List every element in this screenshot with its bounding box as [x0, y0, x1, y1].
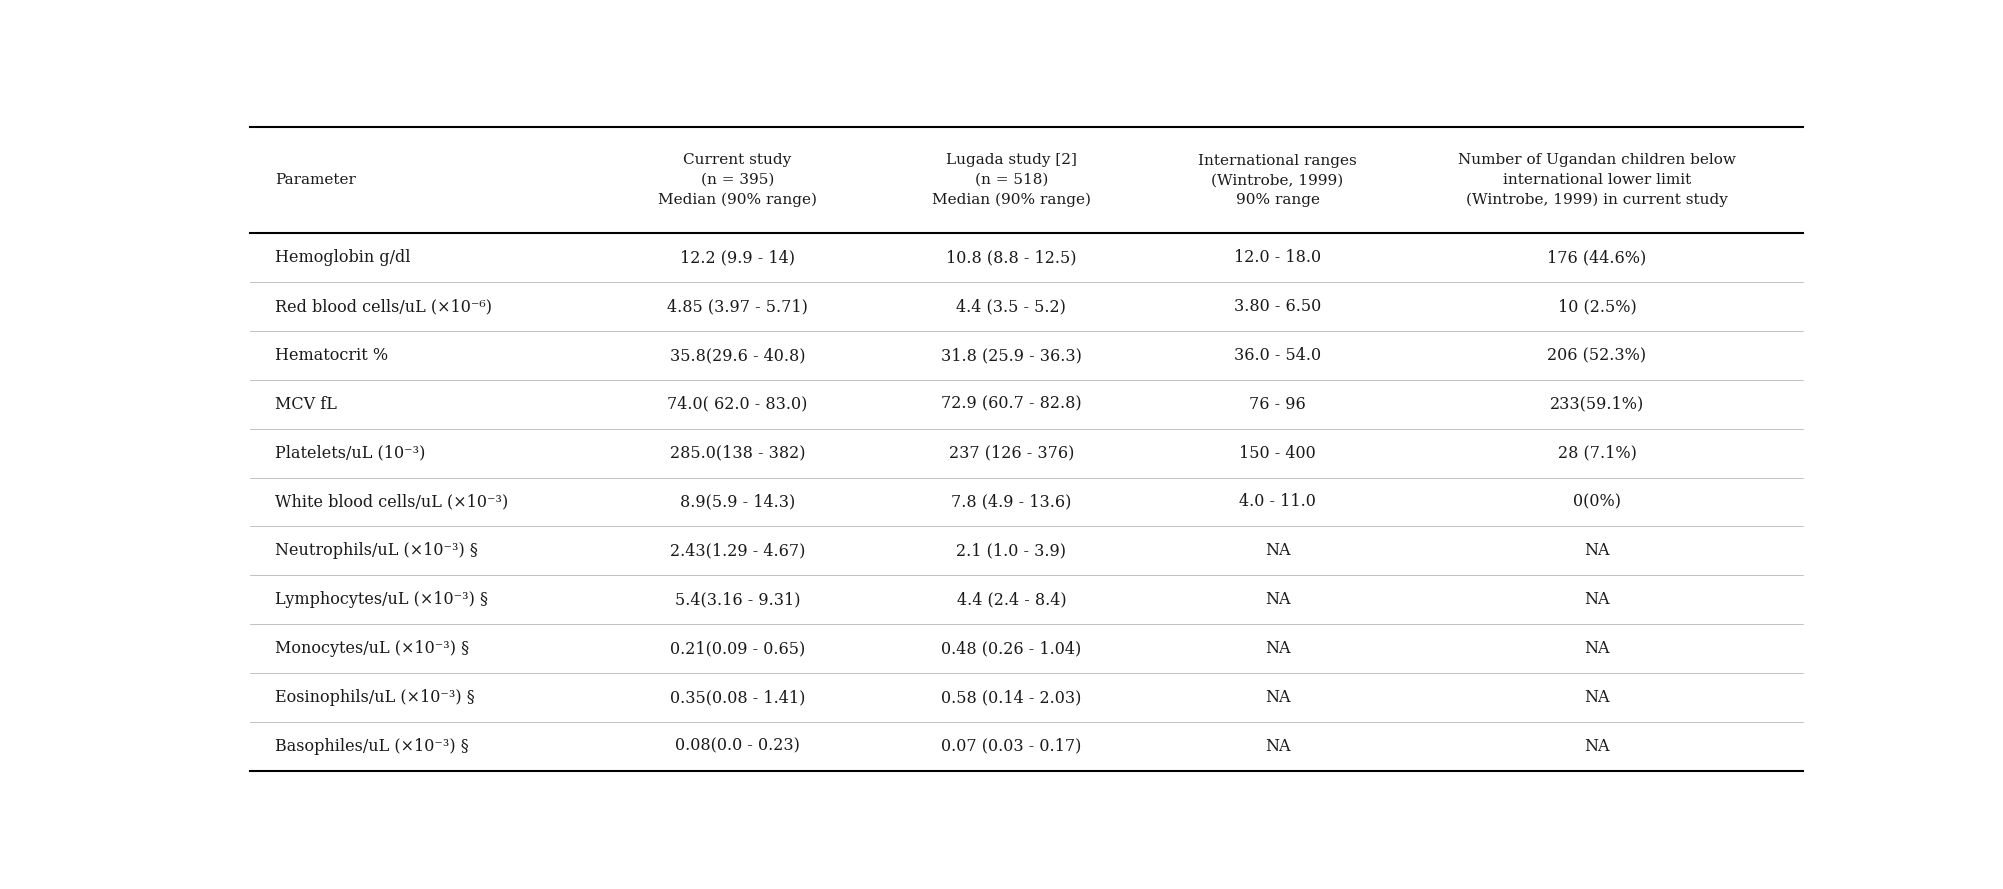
Text: 28 (7.1%): 28 (7.1%): [1558, 444, 1636, 461]
Text: 176 (44.6%): 176 (44.6%): [1548, 249, 1646, 266]
Text: 7.8 (4.9 - 13.6): 7.8 (4.9 - 13.6): [951, 493, 1072, 510]
Text: NA: NA: [1584, 640, 1610, 657]
Text: 0.35(0.08 - 1.41): 0.35(0.08 - 1.41): [669, 689, 805, 706]
Text: 10.8 (8.8 - 12.5): 10.8 (8.8 - 12.5): [945, 249, 1076, 266]
Text: NA: NA: [1264, 640, 1290, 657]
Text: Platelets/uL (10⁻³): Platelets/uL (10⁻³): [274, 444, 425, 461]
Text: MCV fL: MCV fL: [274, 396, 337, 412]
Text: Monocytes/uL (×10⁻³) §: Monocytes/uL (×10⁻³) §: [274, 640, 469, 657]
Text: 0.07 (0.03 - 0.17): 0.07 (0.03 - 0.17): [941, 738, 1082, 755]
Text: Current study
(n = 395)
Median (90% range): Current study (n = 395) Median (90% rang…: [659, 154, 817, 207]
Text: 36.0 - 54.0: 36.0 - 54.0: [1234, 347, 1322, 364]
Text: 10 (2.5%): 10 (2.5%): [1558, 298, 1636, 315]
Text: NA: NA: [1264, 738, 1290, 755]
Text: 233(59.1%): 233(59.1%): [1550, 396, 1644, 412]
Text: 4.4 (3.5 - 5.2): 4.4 (3.5 - 5.2): [955, 298, 1066, 315]
Text: 0.58 (0.14 - 2.03): 0.58 (0.14 - 2.03): [941, 689, 1082, 706]
Text: 0.08(0.0 - 0.23): 0.08(0.0 - 0.23): [675, 738, 799, 755]
Text: 5.4(3.16 - 9.31): 5.4(3.16 - 9.31): [675, 591, 801, 608]
Text: 12.2 (9.9 - 14): 12.2 (9.9 - 14): [679, 249, 795, 266]
Text: 2.1 (1.0 - 3.9): 2.1 (1.0 - 3.9): [955, 542, 1066, 559]
Text: 0.48 (0.26 - 1.04): 0.48 (0.26 - 1.04): [941, 640, 1082, 657]
Text: NA: NA: [1584, 591, 1610, 608]
Text: White blood cells/uL (×10⁻³): White blood cells/uL (×10⁻³): [274, 493, 509, 510]
Text: 31.8 (25.9 - 36.3): 31.8 (25.9 - 36.3): [941, 347, 1082, 364]
Text: Neutrophils/uL (×10⁻³) §: Neutrophils/uL (×10⁻³) §: [274, 542, 479, 559]
Text: 2.43(1.29 - 4.67): 2.43(1.29 - 4.67): [669, 542, 805, 559]
Text: Hemoglobin g/dl: Hemoglobin g/dl: [274, 249, 411, 266]
Text: NA: NA: [1264, 591, 1290, 608]
Text: 206 (52.3%): 206 (52.3%): [1548, 347, 1646, 364]
Text: NA: NA: [1584, 689, 1610, 706]
Text: 35.8(29.6 - 40.8): 35.8(29.6 - 40.8): [669, 347, 805, 364]
Text: 4.85 (3.97 - 5.71): 4.85 (3.97 - 5.71): [667, 298, 807, 315]
Text: Red blood cells/uL (×10⁻⁶): Red blood cells/uL (×10⁻⁶): [274, 298, 493, 315]
Text: 4.0 - 11.0: 4.0 - 11.0: [1240, 493, 1316, 510]
Text: 3.80 - 6.50: 3.80 - 6.50: [1234, 298, 1322, 315]
Text: 4.4 (2.4 - 8.4): 4.4 (2.4 - 8.4): [957, 591, 1066, 608]
Text: 12.0 - 18.0: 12.0 - 18.0: [1234, 249, 1322, 266]
Text: Parameter: Parameter: [274, 173, 357, 188]
Text: Lymphocytes/uL (×10⁻³) §: Lymphocytes/uL (×10⁻³) §: [274, 591, 489, 608]
Text: Eosinophils/uL (×10⁻³) §: Eosinophils/uL (×10⁻³) §: [274, 689, 475, 706]
Text: NA: NA: [1584, 738, 1610, 755]
Text: NA: NA: [1584, 542, 1610, 559]
Text: 8.9(5.9 - 14.3): 8.9(5.9 - 14.3): [679, 493, 795, 510]
Text: 74.0( 62.0 - 83.0): 74.0( 62.0 - 83.0): [667, 396, 807, 412]
Text: 76 - 96: 76 - 96: [1250, 396, 1306, 412]
Text: Lugada study [2]
(n = 518)
Median (90% range): Lugada study [2] (n = 518) Median (90% r…: [931, 154, 1092, 207]
Text: Hematocrit %: Hematocrit %: [274, 347, 389, 364]
Text: International ranges
(Wintrobe, 1999)
90% range: International ranges (Wintrobe, 1999) 90…: [1198, 154, 1356, 207]
Text: 237 (126 - 376): 237 (126 - 376): [949, 444, 1074, 461]
Text: 72.9 (60.7 - 82.8): 72.9 (60.7 - 82.8): [941, 396, 1082, 412]
Text: Basophiles/uL (×10⁻³) §: Basophiles/uL (×10⁻³) §: [274, 738, 469, 755]
Text: 150 - 400: 150 - 400: [1240, 444, 1316, 461]
Text: NA: NA: [1264, 542, 1290, 559]
Text: 0.21(0.09 - 0.65): 0.21(0.09 - 0.65): [669, 640, 805, 657]
Text: NA: NA: [1264, 689, 1290, 706]
Text: 285.0(138 - 382): 285.0(138 - 382): [669, 444, 805, 461]
Text: Number of Ugandan children below
international lower limit
(Wintrobe, 1999) in c: Number of Ugandan children below interna…: [1458, 154, 1737, 207]
Text: 0(0%): 0(0%): [1572, 493, 1620, 510]
